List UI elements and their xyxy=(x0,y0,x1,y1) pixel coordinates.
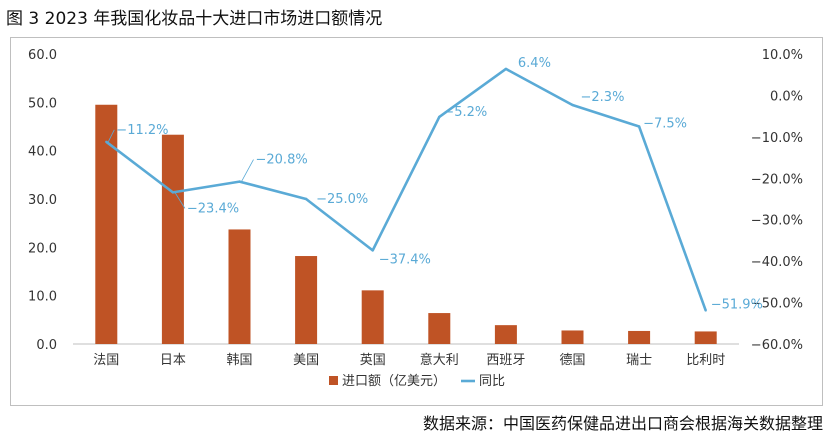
y-left-tick-label: 20.0 xyxy=(28,241,57,256)
yoy-data-label: 6.4% xyxy=(518,56,551,71)
bar-10 xyxy=(694,331,717,344)
y-right-tick-label: −50.0% xyxy=(751,297,803,312)
x-tick-label: 韩国 xyxy=(226,353,252,368)
y-right-tick-label: −10.0% xyxy=(751,131,803,146)
yoy-label-leader xyxy=(241,159,254,182)
y-right-tick-label: −30.0% xyxy=(751,214,803,229)
yoy-point-6 xyxy=(438,115,441,119)
x-tick-label: 法国 xyxy=(93,353,119,368)
yoy-point-5 xyxy=(371,249,374,252)
yoy-data-label: −20.8% xyxy=(256,153,308,168)
bar-3 xyxy=(228,229,251,344)
chart-frame: 0.0 10.0 20.0 30.0 40.0 50.0 60.0 −60.0% −50.0% −… xyxy=(10,37,823,406)
combo-chart: 0.010.020.030.040.050.060.0−60.0%−50.0%−… xyxy=(28,48,803,389)
legend-bar-swatch xyxy=(329,376,338,385)
yoy-data-label: −7.5% xyxy=(643,117,687,132)
x-tick-label: 瑞士 xyxy=(626,353,652,368)
yoy-label-leader xyxy=(174,192,186,209)
yoy-data-label: −11.2% xyxy=(116,123,168,138)
bar-9 xyxy=(628,330,651,344)
y-left-tick-label: 0.0 xyxy=(36,338,57,353)
y-left-tick-label: 60.0 xyxy=(28,48,57,63)
y-right-tick-label: −20.0% xyxy=(751,172,803,187)
data-source-note: 数据来源：中国医药保健品进出口商会根据海关数据整理 xyxy=(422,414,823,433)
bar-5 xyxy=(361,290,384,344)
y-right-tick-label: −40.0% xyxy=(751,255,803,270)
x-tick-label: 美国 xyxy=(293,353,319,368)
y-right-tick-label: 0.0% xyxy=(770,89,803,104)
y-left-tick-label: 10.0 xyxy=(28,290,57,305)
yoy-point-3 xyxy=(238,180,241,183)
legend-line-label: 同比 xyxy=(479,374,505,389)
x-tick-label: 意大利 xyxy=(420,352,459,368)
yoy-point-9 xyxy=(637,125,641,128)
legend-bar-label: 进口额（亿美元） xyxy=(342,374,446,389)
yoy-point-8 xyxy=(571,103,574,107)
bar-2 xyxy=(161,134,184,344)
yoy-data-label: −37.4% xyxy=(379,252,431,267)
yoy-point-7 xyxy=(504,67,508,71)
x-tick-label: 英国 xyxy=(360,353,386,368)
y-right-tick-label: 10.0% xyxy=(762,48,803,63)
yoy-data-label: −25.0% xyxy=(316,192,368,207)
yoy-point-10 xyxy=(704,309,707,312)
bar-7 xyxy=(494,325,517,344)
yoy-data-label: −5.2% xyxy=(443,105,487,120)
figure-title: 图 3 2023 年我国化妆品十大进口市场进口额情况 xyxy=(6,9,383,29)
bar-1 xyxy=(95,104,118,344)
x-tick-label: 比利时 xyxy=(686,353,725,368)
yoy-point-2 xyxy=(171,191,175,194)
x-tick-label: 德国 xyxy=(559,353,585,368)
yoy-point-1 xyxy=(105,140,108,144)
yoy-data-label: −23.4% xyxy=(187,201,239,216)
yoy-point-4 xyxy=(304,197,308,201)
y-left-tick-label: 30.0 xyxy=(28,193,57,208)
bar-8 xyxy=(561,330,584,344)
yoy-line xyxy=(105,67,707,311)
yoy-data-label: −2.3% xyxy=(581,90,625,105)
bar-6 xyxy=(428,313,451,344)
y-left-tick-label: 40.0 xyxy=(28,145,57,160)
y-right-tick-label: −60.0% xyxy=(751,338,803,353)
y-left-tick-label: 50.0 xyxy=(28,96,57,111)
x-tick-label: 日本 xyxy=(160,353,186,368)
x-tick-label: 西班牙 xyxy=(486,353,525,368)
yoy-data-label: −51.9% xyxy=(711,297,763,312)
bar-4 xyxy=(295,256,318,344)
yoy-label-leader xyxy=(107,129,115,143)
